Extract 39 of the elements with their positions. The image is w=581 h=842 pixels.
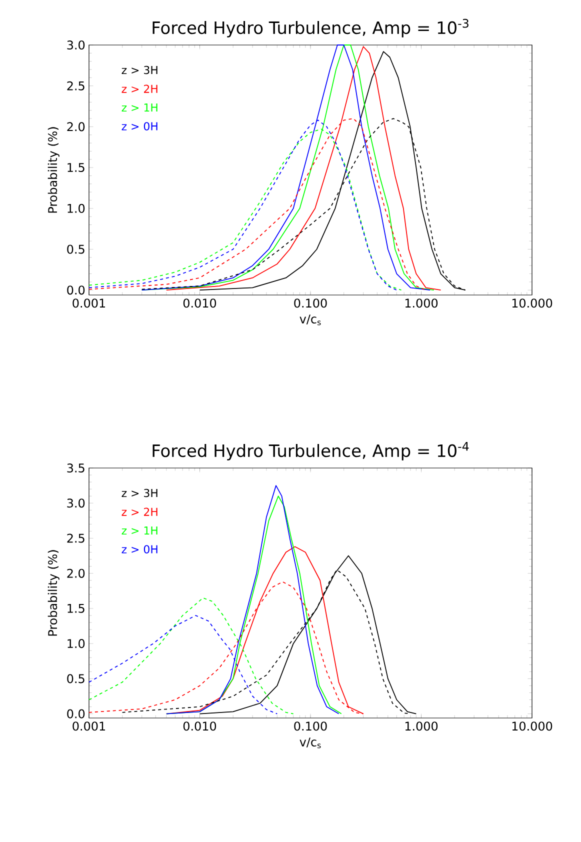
y-tick-label: 0.0 <box>67 709 85 718</box>
y-tick-label: 0.5 <box>67 674 84 684</box>
y-tick-label: 1.0 <box>68 204 85 213</box>
y-tick-label: 0.0 <box>67 286 85 295</box>
text: z > 2H <box>122 508 158 516</box>
x-tick-label: 1.000 <box>405 298 438 308</box>
x-tick-label: 0.001 <box>72 722 105 731</box>
y-tick-label: 1.5 <box>68 163 84 172</box>
text: z > 0H <box>122 545 158 554</box>
x-tick-label: 0.001 <box>72 298 105 308</box>
x-tick-label: 0.010 <box>183 298 216 308</box>
x-tick-label: 0.100 <box>294 722 327 731</box>
text: z > 1H <box>122 104 158 112</box>
y-tick-label: 1.0 <box>68 639 85 648</box>
y-tick-label: 2.5 <box>67 81 84 90</box>
text: z > 1H <box>122 526 158 534</box>
chart-title: Forced Hydro Turbulence, Amp = 10$^{-3}$ <box>152 18 468 38</box>
y-tick-label: 3.5 <box>67 463 84 473</box>
x-tick-label: 1.000 <box>405 722 438 731</box>
chart-title: Forced Hydro Turbulence, Amp = 10$^{-4}$ <box>152 442 469 460</box>
x-tick-label: 0.100 <box>294 298 327 308</box>
y-tick-label: 3.0 <box>67 498 85 508</box>
y-axis-title: Probability (%) <box>48 550 60 636</box>
x-tick-label: 0.010 <box>183 722 216 731</box>
x-tick-label: 10.000 <box>512 298 552 308</box>
text: z > 3H <box>122 66 158 74</box>
y-tick-label: 2.0 <box>67 122 85 132</box>
y-tick-label: 2.0 <box>67 568 85 578</box>
x-axis-title: v/c$_{s}$ <box>300 314 321 326</box>
y-tick-label: 3.0 <box>67 40 85 50</box>
y-tick-label: 1.5 <box>68 604 84 613</box>
x-axis-title: v/c$_{s}$ <box>300 738 321 748</box>
x-tick-label: 10.000 <box>512 722 552 731</box>
y-axis-title: Probability (%) <box>48 127 60 213</box>
text: z > 2H <box>122 84 158 93</box>
y-tick-label: 0.5 <box>67 244 84 254</box>
text: z > 0H <box>122 122 158 130</box>
text: z > 3H <box>122 488 158 498</box>
y-tick-label: 2.5 <box>67 534 84 543</box>
